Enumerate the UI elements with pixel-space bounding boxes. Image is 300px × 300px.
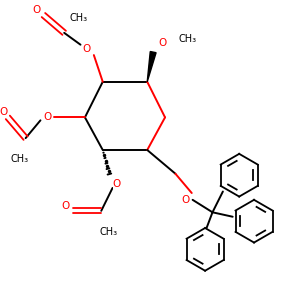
Text: CH₃: CH₃ bbox=[11, 154, 29, 164]
Text: O: O bbox=[0, 107, 8, 117]
Text: CH₃: CH₃ bbox=[100, 226, 118, 237]
Text: O: O bbox=[61, 201, 70, 212]
Text: CH₃: CH₃ bbox=[70, 13, 88, 23]
Text: O: O bbox=[158, 38, 166, 48]
Text: O: O bbox=[182, 195, 190, 206]
Text: O: O bbox=[112, 179, 121, 189]
Text: O: O bbox=[43, 112, 51, 122]
Text: CH₃: CH₃ bbox=[178, 34, 196, 44]
Polygon shape bbox=[147, 52, 156, 82]
Text: O: O bbox=[32, 5, 40, 15]
Text: O: O bbox=[82, 44, 91, 54]
